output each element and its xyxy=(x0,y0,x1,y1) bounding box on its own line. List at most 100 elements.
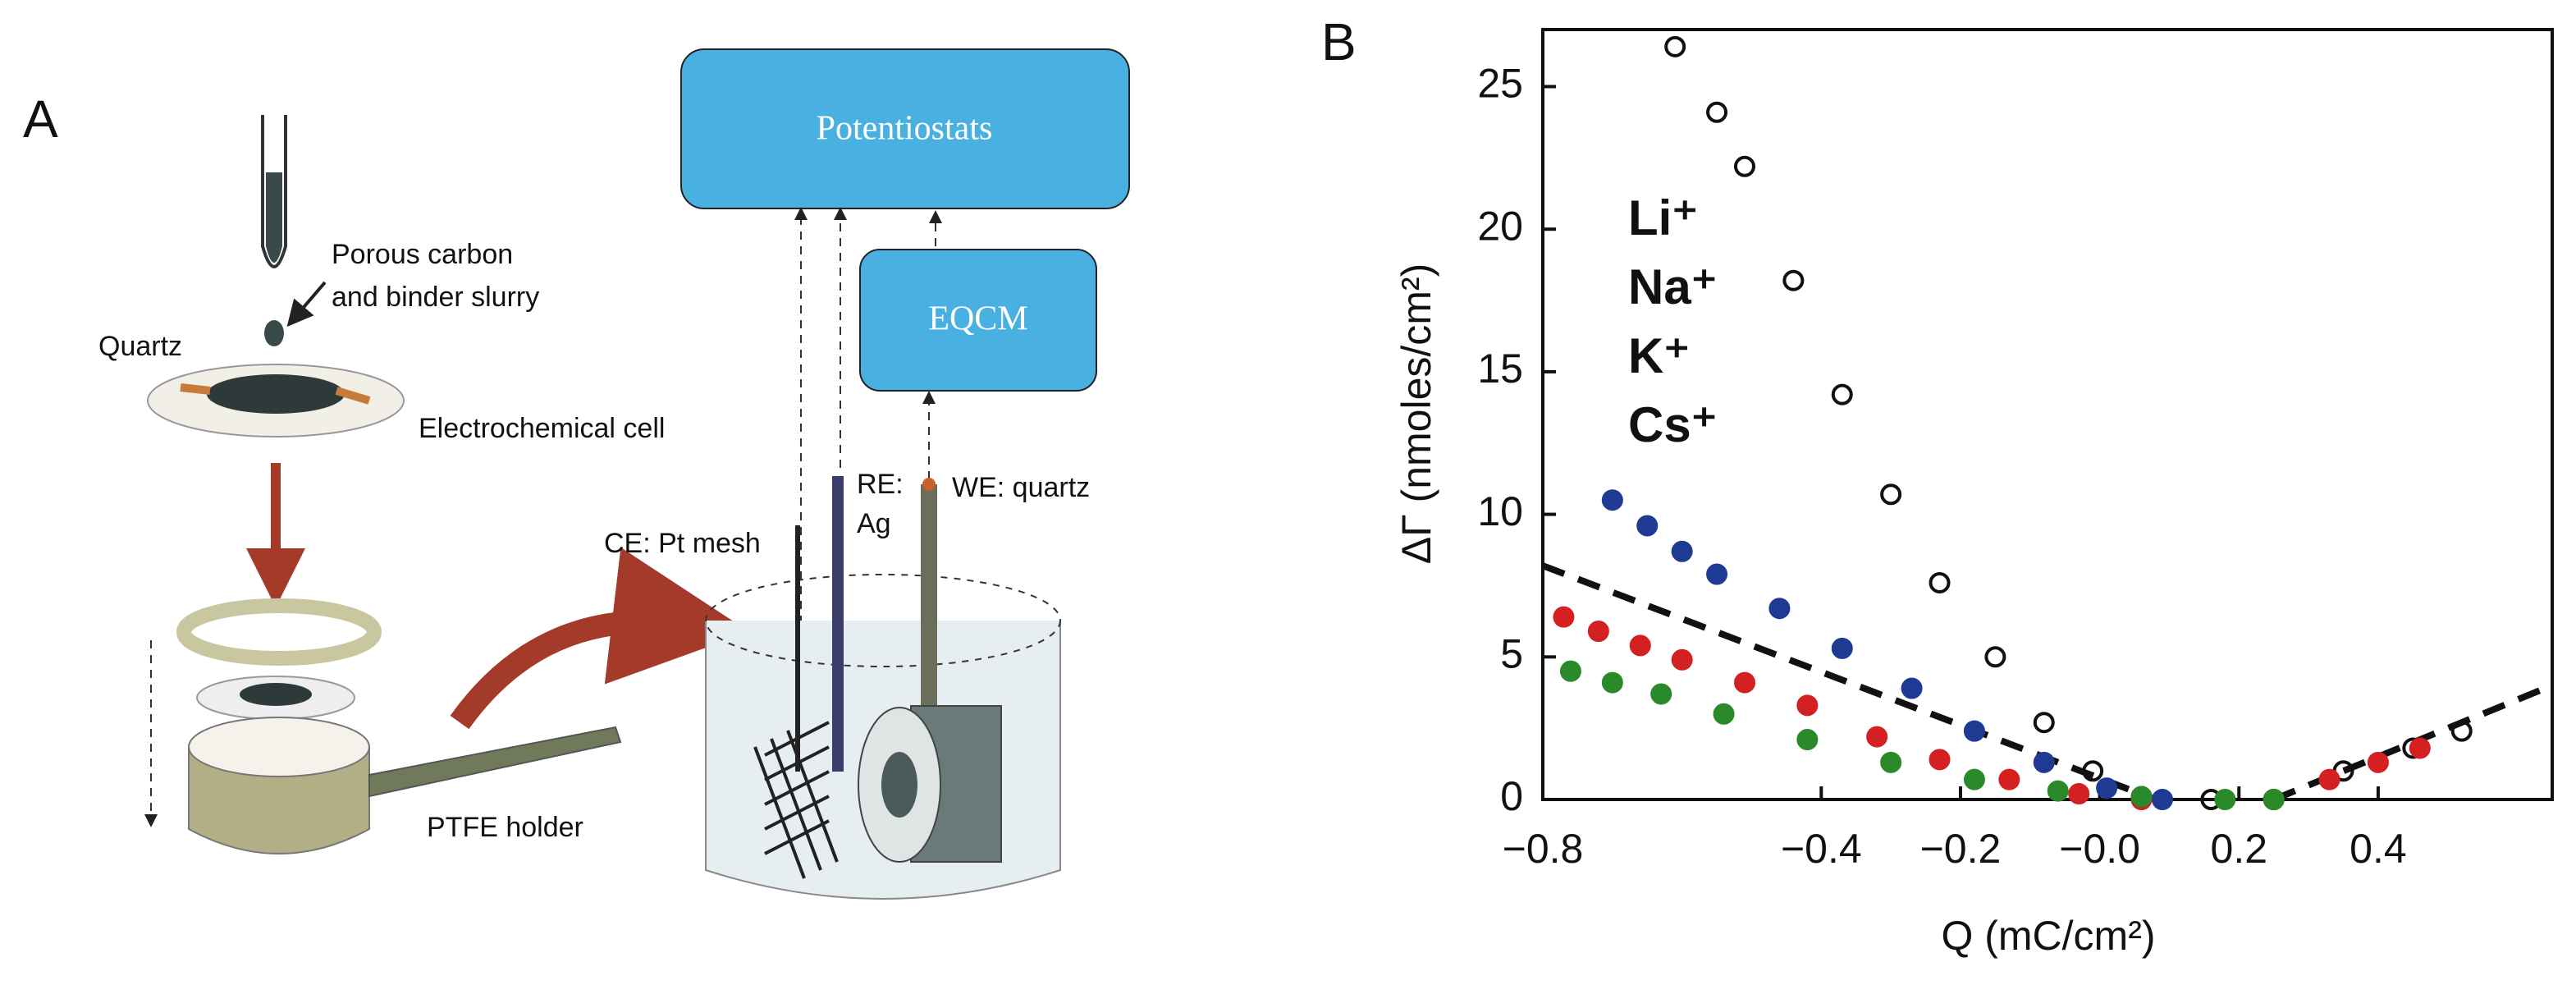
data-point xyxy=(1796,729,1819,751)
slurry xyxy=(266,172,282,263)
data-point xyxy=(2367,751,2389,773)
data-point xyxy=(1713,703,1735,725)
data-point xyxy=(1587,621,1609,643)
data-point xyxy=(1929,571,1951,593)
data-point xyxy=(2450,720,2473,742)
data-point xyxy=(1929,749,1951,771)
holder-top xyxy=(188,717,370,777)
legend-label: Na⁺ xyxy=(1628,259,1717,314)
panel-a: A Porous carbon and binder slurry Quartz… xyxy=(23,48,1130,900)
y-tick-label: 15 xyxy=(1477,346,1523,392)
we-center xyxy=(881,752,917,818)
rod xyxy=(368,726,622,798)
data-point xyxy=(1831,383,1853,405)
electrode xyxy=(207,374,345,414)
drop xyxy=(264,320,284,346)
data-point xyxy=(1984,646,2006,668)
data-point xyxy=(1901,677,1923,699)
potentiostat-box xyxy=(680,48,1130,209)
data-point xyxy=(1963,768,1985,790)
plot-frame xyxy=(1541,28,2554,801)
beaker-rim xyxy=(705,574,1061,667)
data-point xyxy=(2047,780,2069,802)
eqcm-label: EQCM xyxy=(928,300,1027,338)
data-point xyxy=(2033,712,2055,734)
data-point xyxy=(2082,760,2104,782)
contact xyxy=(180,383,371,405)
we-tip xyxy=(922,478,936,491)
data-point xyxy=(1706,101,1728,123)
re-electrode xyxy=(832,476,844,772)
re-label: Ag xyxy=(857,508,891,539)
y-tick-label: 10 xyxy=(1477,488,1523,534)
data-point xyxy=(1866,726,1888,748)
data-point xyxy=(1963,720,1985,742)
y-axis-title: ΔΓ (nmoles/cm²) xyxy=(1393,263,1439,565)
panel-label: A xyxy=(23,89,58,149)
x-tick-label: −0.0 xyxy=(2059,826,2140,872)
ce-label: CE: Pt mesh xyxy=(604,528,761,559)
x-tick-label: 0.4 xyxy=(2350,826,2407,872)
data-point xyxy=(1664,35,1686,57)
data-point xyxy=(1553,606,1575,628)
data-point xyxy=(1734,671,1755,694)
holder-label: PTFE holder xyxy=(427,812,583,843)
data-point xyxy=(1880,751,1902,773)
data-point xyxy=(1782,269,1805,291)
data-point xyxy=(1601,671,1623,694)
data-point xyxy=(2068,783,2090,805)
panel-label: B xyxy=(1321,12,1357,71)
re-label: RE: xyxy=(857,469,904,500)
data-point xyxy=(2263,789,2285,810)
data-point xyxy=(1831,637,1853,659)
legend-label: Cs⁺ xyxy=(1628,397,1717,452)
we-rod xyxy=(921,484,937,714)
x-tick-label: −0.2 xyxy=(1920,826,2002,872)
quartz-label: Quartz xyxy=(98,331,182,362)
holder xyxy=(188,746,370,854)
data-point xyxy=(1734,155,1755,177)
slurry-label: and binder slurry xyxy=(332,282,539,313)
data-point xyxy=(2214,789,2236,810)
x-tick-label: −0.8 xyxy=(1503,826,1584,872)
eqcm-box xyxy=(859,249,1097,392)
slurry-label: Porous carbon xyxy=(332,239,513,270)
legend-label: K⁺ xyxy=(1628,328,1690,383)
data-point xyxy=(2096,777,2118,799)
we-label: WE: quartz xyxy=(952,472,1090,503)
electrode xyxy=(240,683,312,706)
data-point xyxy=(2033,751,2055,773)
ring xyxy=(176,598,382,666)
arrow xyxy=(450,547,750,730)
pipette xyxy=(261,115,287,268)
x-tick-label: 0.2 xyxy=(2211,826,2268,872)
data-point xyxy=(1671,648,1693,671)
data-point xyxy=(1768,598,1791,620)
x-tick-label: −0.4 xyxy=(1781,826,1862,872)
data-point xyxy=(1998,768,2020,790)
fit-line xyxy=(1541,562,2157,803)
data-point xyxy=(1650,683,1672,705)
legend-label: Li⁺ xyxy=(1628,190,1698,245)
data-point xyxy=(1559,660,1581,682)
y-tick-label: 20 xyxy=(1477,203,1523,249)
pt-mesh xyxy=(753,721,839,879)
data-point xyxy=(1880,483,1902,506)
cell-label: Electrochemical cell xyxy=(419,413,665,444)
data-point xyxy=(1671,540,1693,562)
y-tick-label: 5 xyxy=(1500,630,1523,676)
data-point xyxy=(2318,768,2340,790)
data-point xyxy=(1706,563,1728,585)
x-axis-title: Q (mC/cm²) xyxy=(1941,913,2155,959)
data-point xyxy=(2409,737,2431,759)
data-point xyxy=(1796,694,1819,717)
data-point xyxy=(2151,789,2173,810)
arrow xyxy=(286,281,327,328)
data-point xyxy=(2130,786,2153,808)
potentiostat-label: Potentiostats xyxy=(817,110,993,148)
data-point xyxy=(1629,635,1651,657)
y-tick-label: 25 xyxy=(1477,61,1523,107)
data-point xyxy=(1636,515,1659,537)
y-tick-label: 0 xyxy=(1500,773,1523,819)
